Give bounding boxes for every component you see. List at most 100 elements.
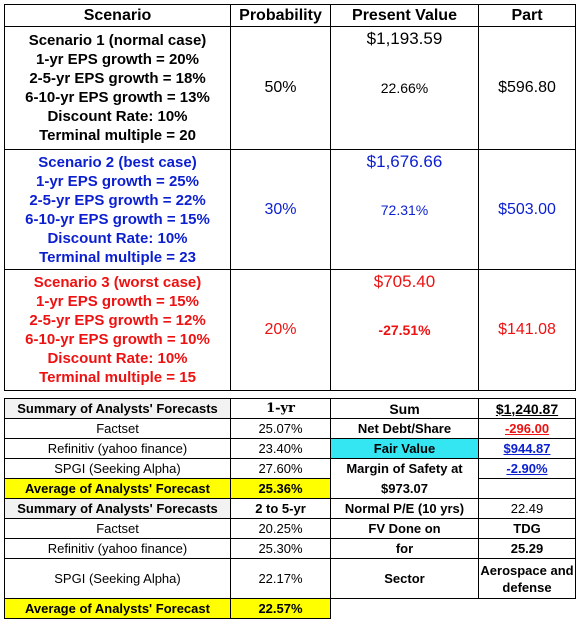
scenario-line: Discount Rate: 10% [47, 108, 188, 125]
source-value[interactable]: 20.25% [230, 518, 331, 539]
source-name[interactable]: SPGI (Seeking Alpha) [4, 558, 231, 599]
valuation-table: Scenario Probability Present Value Part … [4, 4, 576, 391]
present-value: $1,193.59 [366, 29, 443, 48]
summary-row: Summary of Analysts' Forecasts 2 to 5-yr… [4, 498, 576, 519]
scenario-line: 2-5-yr EPS growth = 18% [29, 70, 206, 87]
summary1-title[interactable]: Summary of Analysts' Forecasts [4, 398, 231, 419]
present-value: $1,676.66 [366, 152, 443, 171]
summary-row: Refinitiv (yahoo finance) 23.40% Fair Va… [4, 438, 576, 459]
sector-value[interactable]: Aerospace and defense [478, 558, 576, 599]
pe-label[interactable]: Normal P/E (10 yrs) [330, 498, 479, 519]
summary-row: SPGI (Seeking Alpha) 27.60% Margin of Sa… [4, 458, 576, 479]
fair-value-value[interactable]: $944.87 [503, 441, 551, 456]
present-value: $705.40 [373, 272, 436, 291]
sum-label[interactable]: Sum [330, 398, 479, 419]
present-value-cell[interactable]: $1,193.59 22.66% [330, 26, 479, 150]
summary-row: Average of Analysts' Forecast 25.36% $97… [4, 478, 576, 499]
part-cell[interactable]: $141.08 [478, 269, 576, 391]
summary-row: SPGI (Seeking Alpha) 22.17% Sector Aeros… [4, 558, 576, 599]
scenario-line: 1-yr EPS growth = 25% [36, 172, 199, 190]
summary-row: Factset 20.25% FV Done on TDG [4, 518, 576, 539]
source-value[interactable]: 23.40% [230, 438, 331, 459]
part-cell[interactable]: $596.80 [478, 26, 576, 150]
summary2-title[interactable]: Summary of Analysts' Forecasts [4, 498, 231, 519]
source-name[interactable]: SPGI (Seeking Alpha) [4, 458, 231, 479]
source-value[interactable]: 25.30% [230, 538, 331, 559]
avg-label[interactable]: Average of Analysts' Forecast [4, 598, 231, 619]
mos-cell[interactable]: -2.90% [478, 458, 576, 479]
scenario-description[interactable]: Scenario 1 (normal case) 1-yr EPS growth… [4, 26, 231, 150]
avg-label[interactable]: Average of Analysts' Forecast [4, 478, 231, 499]
scenario-title: Scenario 1 (normal case) [28, 32, 207, 49]
net-debt-cell[interactable]: -296.00 [478, 418, 576, 439]
scenario-line: Terminal multiple = 15 [39, 369, 196, 386]
mos-value[interactable]: -2.90% [506, 461, 548, 476]
net-debt-label[interactable]: Net Debt/Share [330, 418, 479, 439]
fair-value-label[interactable]: Fair Value [330, 438, 479, 459]
sector-label[interactable]: Sector [330, 558, 479, 599]
scenario-row: Scenario 2 (best case) 1-yr EPS growth =… [4, 149, 576, 270]
mos-label[interactable]: Margin of Safety at [330, 458, 479, 479]
scenario-line: 1-yr EPS growth = 20% [36, 51, 199, 68]
fv-done-value[interactable]: TDG [478, 518, 576, 539]
sum-value-cell[interactable]: $1,240.87 [478, 398, 576, 419]
net-debt-value: -296.00 [504, 421, 550, 436]
summary-row: Factset 25.07% Net Debt/Share -296.00 [4, 418, 576, 439]
scenario-row: Scenario 1 (normal case) 1-yr EPS growth… [4, 26, 576, 150]
summary-row: Average of Analysts' Forecast 22.57% [4, 598, 576, 619]
scenario-description[interactable]: Scenario 3 (worst case) 1-yr EPS growth … [4, 269, 231, 391]
scenario-row: Scenario 3 (worst case) 1-yr EPS growth … [4, 269, 576, 391]
present-value-cell[interactable]: $705.40 -27.51% [330, 269, 479, 391]
scenario-line: Discount Rate: 10% [47, 350, 188, 367]
scenario-line: Discount Rate: 10% [47, 229, 188, 247]
avg-value[interactable]: 25.36% [230, 478, 331, 499]
summary-table: Summary of Analysts' Forecasts 1-yr Sum … [4, 398, 576, 619]
header-present-value[interactable]: Present Value [330, 4, 479, 27]
header-row: Scenario Probability Present Value Part [4, 4, 576, 27]
source-name[interactable]: Refinitiv (yahoo finance) [4, 438, 231, 459]
scenario-line: Terminal multiple = 23 [39, 248, 196, 266]
source-name[interactable]: Factset [4, 518, 231, 539]
source-value[interactable]: 22.17% [230, 558, 331, 599]
summary1-period[interactable]: 1-yr [230, 398, 331, 419]
source-value[interactable]: 25.07% [230, 418, 331, 439]
scenario-line: 6-10-yr EPS growth = 15% [25, 210, 210, 228]
probability-cell[interactable]: 30% [230, 149, 331, 270]
for-value[interactable]: 25.29 [478, 538, 576, 559]
probability-cell[interactable]: 50% [230, 26, 331, 150]
summary-row: Refinitiv (yahoo finance) 25.30% for 25.… [4, 538, 576, 559]
source-name[interactable]: Factset [4, 418, 231, 439]
header-probability[interactable]: Probability [230, 4, 331, 27]
scenario-line: 6-10-yr EPS growth = 10% [25, 331, 210, 348]
scenario-line: Terminal multiple = 20 [39, 127, 196, 144]
probability-cell[interactable]: 20% [230, 269, 331, 391]
summary-row: Summary of Analysts' Forecasts 1-yr Sum … [4, 398, 576, 419]
header-scenario[interactable]: Scenario [4, 4, 231, 27]
source-name[interactable]: Refinitiv (yahoo finance) [4, 538, 231, 559]
scenario-line: 2-5-yr EPS growth = 12% [29, 312, 206, 329]
return-pct: -27.51% [378, 322, 431, 338]
part-cell[interactable]: $503.00 [478, 149, 576, 270]
fv-done-label[interactable]: FV Done on [330, 518, 479, 539]
pe-value[interactable]: 22.49 [478, 498, 576, 519]
scenario-description[interactable]: Scenario 2 (best case) 1-yr EPS growth =… [4, 149, 231, 270]
source-value[interactable]: 27.60% [230, 458, 331, 479]
summary2-period[interactable]: 2 to 5-yr [230, 498, 331, 519]
header-part[interactable]: Part [478, 4, 576, 27]
empty-cell [331, 599, 479, 619]
for-label[interactable]: for [330, 538, 479, 559]
avg-value[interactable]: 22.57% [230, 598, 331, 619]
present-value-cell[interactable]: $1,676.66 72.31% [330, 149, 479, 270]
scenario-line: 2-5-yr EPS growth = 22% [29, 191, 206, 209]
scenario-line: 1-yr EPS growth = 15% [36, 293, 199, 310]
scenario-title: Scenario 3 (worst case) [33, 274, 202, 291]
scenario-line: 6-10-yr EPS growth = 13% [25, 89, 210, 106]
price-value[interactable]: $973.07 [330, 478, 479, 499]
fair-value-cell[interactable]: $944.87 [478, 438, 576, 459]
scenario-title: Scenario 2 (best case) [38, 153, 197, 171]
empty-cell [479, 599, 576, 619]
return-pct: 72.31% [380, 201, 429, 218]
empty-cell [478, 478, 576, 499]
return-pct: 22.66% [380, 80, 429, 96]
sum-value: $1,240.87 [495, 400, 559, 417]
